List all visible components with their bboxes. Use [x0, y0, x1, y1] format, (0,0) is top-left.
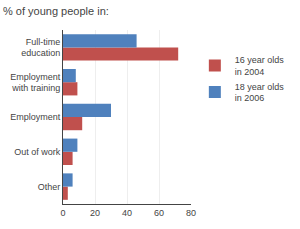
svg-text:40: 40: [122, 208, 132, 218]
svg-text:18 year oldsin 2006: 18 year oldsin 2006: [235, 82, 285, 104]
svg-text:80: 80: [186, 208, 196, 218]
svg-text:0: 0: [60, 208, 65, 218]
svg-text:Other: Other: [38, 182, 61, 192]
svg-text:Out of work: Out of work: [14, 147, 61, 157]
svg-text:Full-timeeducation: Full-timeeducation: [21, 37, 60, 59]
svg-text:Employment: Employment: [10, 112, 61, 122]
svg-text:% of young people in:: % of young people in:: [3, 5, 109, 17]
svg-text:20: 20: [90, 208, 100, 218]
svg-text:16 year oldsin 2004: 16 year oldsin 2004: [235, 55, 285, 77]
svg-text:Employmentwith training: Employmentwith training: [10, 72, 61, 94]
svg-text:60: 60: [154, 208, 164, 218]
